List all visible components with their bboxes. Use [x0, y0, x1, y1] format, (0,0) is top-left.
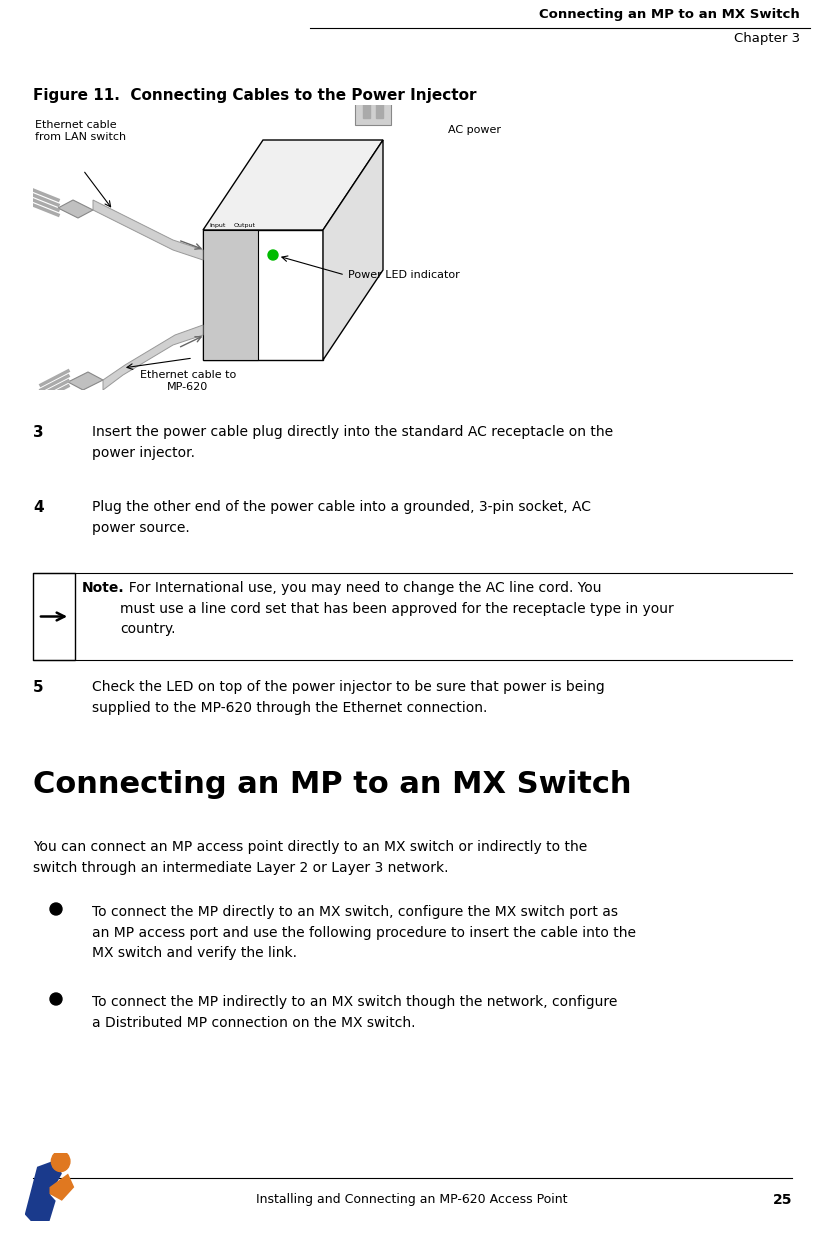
Bar — [33, 574, 75, 660]
Polygon shape — [203, 230, 258, 360]
Text: Input: Input — [210, 222, 226, 227]
Text: Plug the other end of the power cable into a grounded, 3-pin socket, AC
power so: Plug the other end of the power cable in… — [92, 501, 591, 535]
Text: Chapter 3: Chapter 3 — [734, 32, 800, 44]
Circle shape — [50, 993, 62, 1005]
Circle shape — [50, 904, 62, 915]
Polygon shape — [25, 1159, 62, 1221]
Polygon shape — [31, 1187, 56, 1221]
Text: 4: 4 — [33, 501, 44, 515]
Text: Power LED indicator: Power LED indicator — [348, 269, 460, 281]
Circle shape — [51, 1151, 70, 1172]
Bar — [376, 104, 383, 117]
Polygon shape — [203, 140, 383, 230]
Polygon shape — [93, 200, 203, 260]
Polygon shape — [373, 10, 448, 75]
Text: 3: 3 — [33, 425, 44, 440]
Polygon shape — [103, 325, 203, 391]
Polygon shape — [68, 372, 103, 391]
Polygon shape — [358, 75, 388, 91]
Text: You can connect an MP access point directly to an MX switch or indirectly to the: You can connect an MP access point direc… — [33, 840, 587, 875]
Bar — [363, 104, 370, 117]
Text: Installing and Connecting an MP-620 Access Point: Installing and Connecting an MP-620 Acce… — [257, 1194, 568, 1206]
Polygon shape — [323, 140, 383, 360]
Circle shape — [268, 250, 278, 260]
Text: Output: Output — [234, 222, 256, 227]
Text: Ethernet cable to
MP-620: Ethernet cable to MP-620 — [140, 370, 236, 392]
Polygon shape — [438, 5, 463, 28]
Text: To connect the MP directly to an MX switch, configure the MX switch port as
an M: To connect the MP directly to an MX swit… — [92, 905, 636, 960]
Text: Check the LED on top of the power injector to be sure that power is being
suppli: Check the LED on top of the power inject… — [92, 680, 605, 714]
Text: Connecting an MP to an MX Switch: Connecting an MP to an MX Switch — [33, 770, 631, 798]
Polygon shape — [50, 1174, 74, 1201]
Text: 5: 5 — [33, 680, 44, 695]
Text: Ethernet cable
from LAN switch: Ethernet cable from LAN switch — [35, 120, 126, 142]
Text: AC power: AC power — [448, 125, 501, 135]
Text: To connect the MP indirectly to an MX switch though the network, configure
a Dis: To connect the MP indirectly to an MX sw… — [92, 995, 617, 1030]
Text: Insert the power cable plug directly into the standard AC receptacle on the
powe: Insert the power cable plug directly int… — [92, 425, 613, 460]
Text: Connecting an MP to an MX Switch: Connecting an MP to an MX Switch — [540, 7, 800, 21]
Polygon shape — [58, 200, 93, 218]
Text: Figure 11.  Connecting Cables to the Power Injector: Figure 11. Connecting Cables to the Powe… — [33, 88, 477, 103]
Polygon shape — [355, 91, 391, 125]
Polygon shape — [203, 230, 323, 360]
Text: Note.: Note. — [82, 581, 125, 595]
Text: 25: 25 — [772, 1193, 792, 1208]
Text: For International use, you may need to change the AC line cord. You
must use a l: For International use, you may need to c… — [120, 581, 674, 637]
